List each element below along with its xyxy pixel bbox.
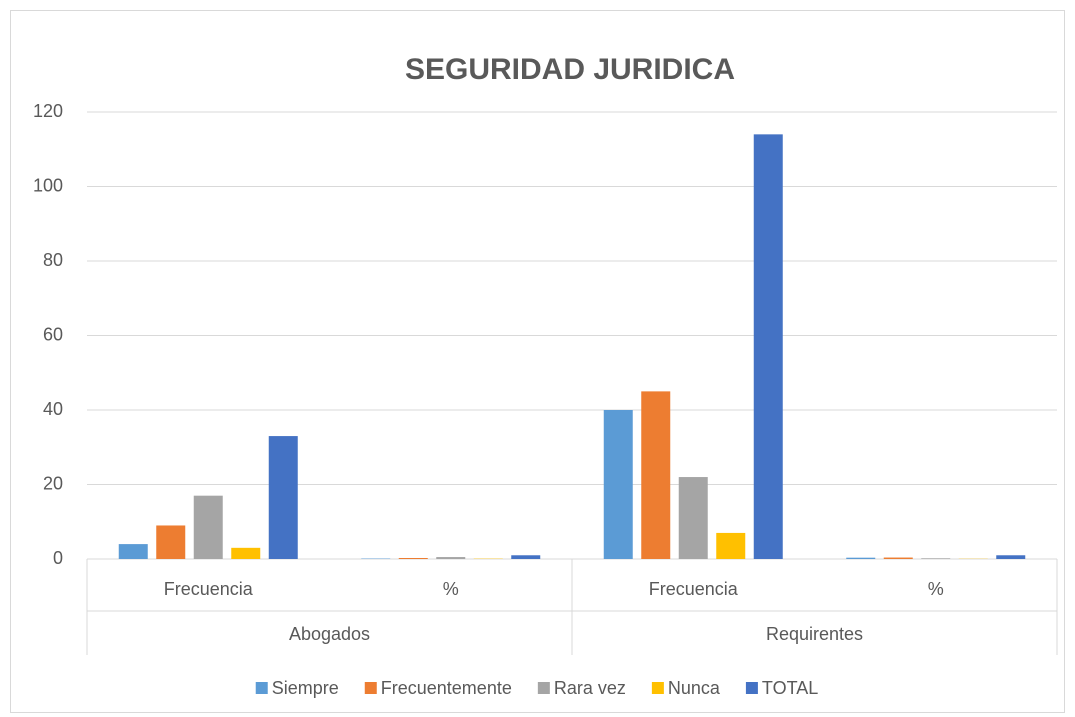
y-tick-label: 80 [43, 250, 63, 270]
chart-border [10, 10, 1065, 713]
y-tick-label: 20 [43, 473, 63, 493]
chart-title: SEGURIDAD JURIDICA [405, 53, 735, 86]
group-label: Requirentes [766, 624, 863, 644]
group-label: Abogados [289, 624, 370, 644]
x-tick-label: % [928, 579, 944, 599]
legend-swatch [255, 682, 268, 694]
bar [996, 555, 1026, 559]
y-tick-label: 120 [33, 101, 63, 121]
x-tick-label: Frecuencia [164, 579, 254, 599]
bar [846, 557, 876, 559]
x-tick-label: % [443, 579, 459, 599]
bar [603, 410, 633, 559]
bar [231, 547, 261, 559]
y-tick-label: 100 [33, 175, 63, 195]
legend-swatch [537, 682, 550, 694]
y-tick-label: 0 [53, 548, 63, 568]
legend-swatch [651, 682, 664, 694]
bar [921, 558, 951, 559]
legend-label: Nunca [668, 678, 721, 698]
bar [156, 525, 186, 559]
bar [716, 532, 746, 559]
legend-label: TOTAL [762, 678, 818, 698]
legend-swatch [745, 682, 758, 694]
bar [398, 557, 428, 559]
bar [678, 477, 708, 559]
x-tick-label: Frecuencia [649, 579, 739, 599]
legend-label: Rara vez [554, 678, 626, 698]
bar [641, 391, 671, 559]
legend-swatch [364, 682, 377, 694]
legend-label: Siempre [272, 678, 339, 698]
bar [511, 555, 541, 559]
bar [883, 557, 913, 559]
bar [436, 557, 466, 559]
bar [753, 134, 783, 559]
y-tick-label: 60 [43, 324, 63, 344]
bar [118, 544, 148, 559]
bar [193, 495, 223, 559]
bar [268, 436, 298, 559]
legend-label: Frecuentemente [381, 678, 512, 698]
y-tick-label: 40 [43, 399, 63, 419]
